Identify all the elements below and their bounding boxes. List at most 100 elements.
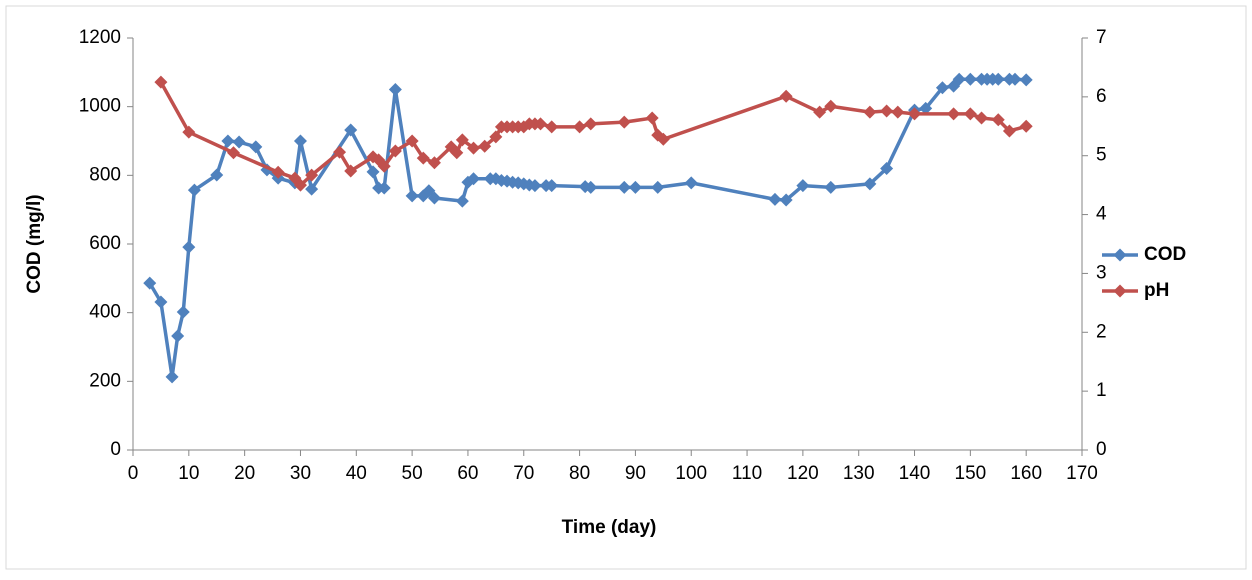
data-point	[333, 145, 347, 159]
data-point	[768, 192, 782, 206]
data-point	[534, 117, 548, 131]
data-point	[293, 178, 307, 192]
data-point	[880, 104, 894, 118]
data-point	[684, 176, 698, 190]
data-point	[1002, 124, 1016, 138]
data-point	[880, 161, 894, 175]
y2-tick-label: 4	[1096, 204, 1107, 225]
data-point	[388, 144, 402, 158]
y-tick-label: 0	[110, 439, 121, 460]
data-point	[528, 179, 542, 193]
data-point	[824, 99, 838, 113]
data-point	[863, 177, 877, 191]
y2-tick-label: 2	[1096, 321, 1107, 342]
data-point	[405, 189, 419, 203]
data-point	[628, 180, 642, 194]
data-point	[154, 295, 168, 309]
data-point	[489, 130, 503, 144]
data-point	[249, 140, 263, 154]
x-tick-label: 50	[402, 463, 423, 484]
x-tick-label: 10	[178, 463, 199, 484]
data-point	[182, 125, 196, 139]
data-point	[405, 134, 419, 148]
y-tick-label: 200	[89, 370, 121, 391]
data-point	[545, 120, 559, 134]
x-tick-label: 140	[899, 463, 931, 484]
data-point	[187, 183, 201, 197]
data-point	[813, 105, 827, 119]
x-tick-label: 170	[1066, 463, 1098, 484]
data-point	[143, 276, 157, 290]
data-point	[573, 120, 587, 134]
data-point	[651, 180, 665, 194]
y2-tick-label: 5	[1096, 145, 1107, 166]
data-point	[617, 115, 631, 129]
y-tick-label: 1000	[79, 96, 121, 117]
data-point	[891, 105, 905, 119]
data-point	[226, 146, 240, 160]
data-point	[863, 105, 877, 119]
data-point	[305, 168, 319, 182]
data-point	[617, 180, 631, 194]
data-point	[154, 75, 168, 89]
data-point	[947, 107, 961, 121]
x-tick-label: 20	[234, 463, 255, 484]
data-point	[450, 146, 464, 160]
x-axis-label: Time (day)	[562, 517, 657, 538]
data-point	[963, 72, 977, 86]
chart-frame	[5, 5, 1247, 570]
data-point	[467, 172, 481, 186]
x-tick-label: 100	[675, 463, 707, 484]
legend-marker	[1113, 284, 1127, 298]
data-point	[271, 165, 285, 179]
data-point	[796, 179, 810, 193]
data-point	[991, 113, 1005, 127]
data-point	[952, 72, 966, 86]
data-point	[656, 132, 670, 146]
data-point	[165, 370, 179, 384]
y-tick-label: 1200	[79, 27, 121, 48]
y-tick-label: 800	[89, 164, 121, 185]
y2-tick-label: 0	[1096, 439, 1107, 460]
data-point	[293, 134, 307, 148]
data-point	[645, 111, 659, 125]
data-point	[545, 179, 559, 193]
data-point	[210, 168, 224, 182]
y2-tick-label: 7	[1096, 27, 1107, 48]
y-axis-label: COD (mg/l)	[24, 194, 45, 293]
x-tick-label: 160	[1010, 463, 1042, 484]
data-point	[1008, 72, 1022, 86]
data-point	[779, 89, 793, 103]
data-point	[182, 240, 196, 254]
legend-label: pH	[1144, 280, 1169, 301]
data-point	[427, 156, 441, 170]
data-point	[455, 194, 469, 208]
data-point	[455, 133, 469, 147]
data-point	[963, 107, 977, 121]
y2-tick-label: 1	[1096, 380, 1107, 401]
data-point	[908, 107, 922, 121]
data-point	[344, 164, 358, 178]
data-point	[377, 159, 391, 173]
data-point	[779, 193, 793, 207]
data-point	[975, 111, 989, 125]
x-tick-label: 120	[787, 463, 819, 484]
data-point	[344, 123, 358, 137]
data-point	[427, 191, 441, 205]
x-tick-label: 0	[128, 463, 139, 484]
data-point	[377, 181, 391, 195]
x-tick-label: 80	[569, 463, 590, 484]
data-point	[171, 329, 185, 343]
data-point	[584, 180, 598, 194]
x-tick-label: 70	[513, 463, 534, 484]
data-point	[232, 135, 246, 149]
y2-tick-label: 3	[1096, 262, 1107, 283]
data-point	[919, 101, 933, 115]
x-tick-label: 30	[290, 463, 311, 484]
data-point	[1019, 119, 1033, 133]
data-point	[467, 141, 481, 155]
data-point	[388, 83, 402, 96]
data-point	[416, 151, 430, 165]
data-point	[584, 117, 598, 131]
